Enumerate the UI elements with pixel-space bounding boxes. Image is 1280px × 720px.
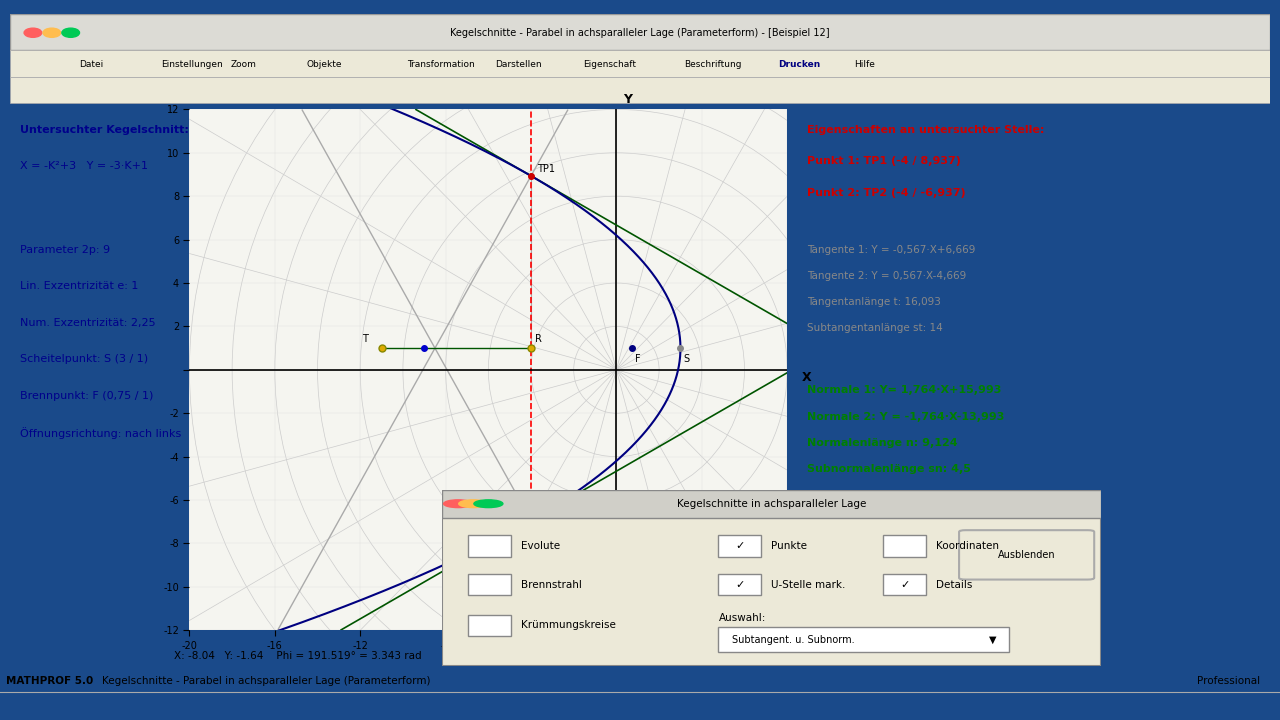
Text: S: S: [684, 354, 690, 364]
Text: Tangentanlänge t: 16,093: Tangentanlänge t: 16,093: [806, 297, 941, 307]
Text: T: T: [362, 333, 369, 343]
Text: Normalenlänge n: 9,124: Normalenlänge n: 9,124: [806, 438, 957, 448]
Text: ✓: ✓: [736, 580, 745, 590]
Text: Kegelschnitte - Parabel in achsparalleler Lage (Parameterform) - [Beispiel 12]: Kegelschnitte - Parabel in achsparallele…: [451, 28, 829, 37]
Text: Parameter 2p: 9: Parameter 2p: 9: [19, 245, 110, 255]
Text: Subtangent. u. Subnorm.: Subtangent. u. Subnorm.: [732, 634, 854, 644]
Text: Eigenschaft: Eigenschaft: [584, 60, 636, 68]
FancyBboxPatch shape: [718, 627, 1009, 652]
Text: Beschriftung: Beschriftung: [684, 60, 741, 68]
Text: X: X: [803, 371, 812, 384]
Text: Untersuchter Kegelschnitt: Parabel in Parameterform: Untersuchter Kegelschnitt: Parabel in Pa…: [19, 125, 355, 135]
Circle shape: [474, 500, 503, 508]
Text: Scheitelpunkt: S (3 / 1): Scheitelpunkt: S (3 / 1): [19, 354, 148, 364]
FancyBboxPatch shape: [442, 490, 1101, 666]
FancyBboxPatch shape: [468, 615, 511, 636]
FancyBboxPatch shape: [883, 536, 927, 557]
Text: X: -8.04   Y: -1.64    Phi = 191.519° = 3.343 rad: X: -8.04 Y: -1.64 Phi = 191.519° = 3.343…: [174, 651, 421, 661]
FancyBboxPatch shape: [10, 76, 1270, 103]
Text: Punkte: Punkte: [771, 541, 808, 551]
Text: Ausblenden: Ausblenden: [998, 550, 1056, 560]
Text: Datei: Datei: [79, 60, 104, 68]
Text: Evolute: Evolute: [521, 541, 559, 551]
Text: Einstellungen: Einstellungen: [161, 60, 223, 68]
FancyBboxPatch shape: [442, 490, 1101, 518]
Text: TP1: TP1: [538, 163, 556, 174]
Text: Kegelschnitte - Parabel in achsparalleler Lage (Parameterform): Kegelschnitte - Parabel in achsparallele…: [102, 675, 431, 685]
Text: Num. Exzentrizität: 2,25: Num. Exzentrizität: 2,25: [19, 318, 155, 328]
Text: Transformation: Transformation: [407, 60, 475, 68]
Text: MATHPROF 5.0: MATHPROF 5.0: [6, 675, 93, 685]
Text: Eigenschaften an untersuchter Stelle:: Eigenschaften an untersuchter Stelle:: [806, 125, 1044, 135]
Text: ✓: ✓: [736, 541, 745, 551]
Text: Normale 2: Y = -1,764·X-13,993: Normale 2: Y = -1,764·X-13,993: [806, 412, 1004, 421]
Text: X = -K²+3   Y = -3·K+1: X = -K²+3 Y = -3·K+1: [19, 161, 147, 171]
Text: Zoom: Zoom: [230, 60, 256, 68]
Text: MP Krümmungskreis 1: MP1 (-22,5 / -23,694): MP Krümmungskreis 1: MP1 (-22,5 / -23,69…: [806, 557, 1041, 567]
Circle shape: [61, 28, 79, 37]
Circle shape: [24, 28, 42, 37]
Text: Brennpunkt: F (0,75 / 1): Brennpunkt: F (0,75 / 1): [19, 391, 154, 401]
Text: Öffnungsrichtung: nach links: Öffnungsrichtung: nach links: [19, 427, 180, 439]
Text: TP2: TP2: [538, 528, 556, 538]
Text: Tangente 2: Y = 0,567·X-4,669: Tangente 2: Y = 0,567·X-4,669: [806, 271, 966, 281]
FancyBboxPatch shape: [718, 536, 762, 557]
Text: ✓: ✓: [900, 580, 910, 590]
Text: F: F: [635, 354, 640, 364]
Text: Länge Brennstrahl TP1-F: 9,25: Länge Brennstrahl TP1-F: 9,25: [806, 490, 964, 500]
Text: Professional: Professional: [1197, 675, 1260, 685]
FancyBboxPatch shape: [959, 530, 1094, 580]
Text: Darstellen: Darstellen: [495, 60, 541, 68]
Text: Lin. Exzentrizität e: 1: Lin. Exzentrizität e: 1: [19, 282, 138, 292]
Text: Auswahl:: Auswahl:: [718, 613, 765, 624]
Text: Subtangentanlänge st: 14: Subtangentanlänge st: 14: [806, 323, 942, 333]
Text: Drucken: Drucken: [778, 60, 820, 68]
FancyBboxPatch shape: [883, 575, 927, 595]
Text: Punkt 1: TP1 (-4 / 8,937): Punkt 1: TP1 (-4 / 8,937): [806, 156, 961, 166]
Text: Kegelschnitte in achsparalleler Lage: Kegelschnitte in achsparalleler Lage: [677, 499, 865, 509]
Text: Subnormalenlänge sn: 4,5: Subnormalenlänge sn: 4,5: [806, 464, 970, 474]
Text: Radius Krümmungskreis 1: r1 = 37,51: Radius Krümmungskreis 1: r1 = 37,51: [806, 583, 1006, 593]
FancyBboxPatch shape: [468, 536, 511, 557]
Text: Details: Details: [936, 580, 973, 590]
Circle shape: [44, 28, 60, 37]
Text: Y: Y: [623, 93, 632, 106]
Text: Punkt 2: TP2 (-4 / -6,937): Punkt 2: TP2 (-4 / -6,937): [806, 187, 965, 197]
FancyBboxPatch shape: [10, 50, 1270, 76]
Text: Hilfe: Hilfe: [854, 60, 876, 68]
Circle shape: [444, 500, 472, 508]
Text: MP Krümmungskreis 2: MP2 (-22,5 / 25,694): MP Krümmungskreis 2: MP2 (-22,5 / 25,694…: [806, 609, 1037, 619]
Text: R: R: [535, 333, 543, 343]
Text: ▼: ▼: [988, 634, 996, 644]
Circle shape: [458, 500, 488, 508]
FancyBboxPatch shape: [468, 575, 511, 595]
Text: Normale 1: Y= 1,764·X+15,993: Normale 1: Y= 1,764·X+15,993: [806, 385, 1001, 395]
FancyBboxPatch shape: [10, 14, 1270, 50]
Text: Koordinaten: Koordinaten: [936, 541, 998, 551]
Text: Brennstrahl: Brennstrahl: [521, 580, 581, 590]
Text: Tangente 1: Y = -0,567·X+6,669: Tangente 1: Y = -0,567·X+6,669: [806, 245, 975, 255]
Text: Objekte: Objekte: [306, 60, 342, 68]
Text: Krümmungskreise: Krümmungskreise: [521, 621, 616, 631]
FancyBboxPatch shape: [718, 575, 762, 595]
Text: U-Stelle mark.: U-Stelle mark.: [771, 580, 846, 590]
